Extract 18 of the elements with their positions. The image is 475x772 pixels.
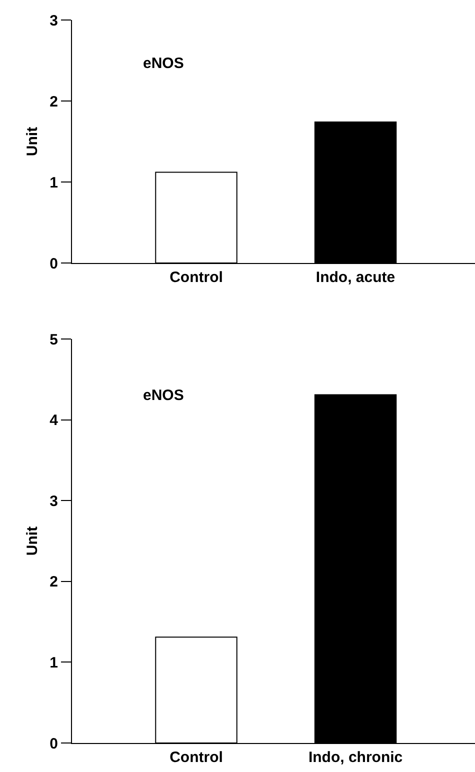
x-tick-label: Indo, acute [316, 269, 396, 286]
y-tick-label: 2 [50, 93, 58, 110]
y-tick-label: 0 [50, 735, 58, 752]
y-tick-label: 1 [50, 174, 58, 192]
x-tick-label: Control [170, 269, 223, 286]
y-tick-label: 2 [50, 574, 58, 591]
x-tick-label: Indo, chronic [308, 749, 403, 766]
y-tick-label: 3 [50, 12, 58, 30]
annotation: eNOS [143, 55, 184, 72]
y-tick-label: 3 [50, 492, 58, 510]
y-tick-label: 0 [50, 255, 58, 272]
x-tick-label: Control [170, 749, 223, 766]
y-tick-label: 5 [50, 331, 58, 348]
y-tick-label: 1 [50, 654, 58, 672]
y-axis-title: Unit [24, 126, 41, 156]
y-tick-label: 4 [50, 412, 59, 430]
y-axis-title: Unit [24, 526, 41, 556]
annotation: eNOS [143, 387, 184, 404]
